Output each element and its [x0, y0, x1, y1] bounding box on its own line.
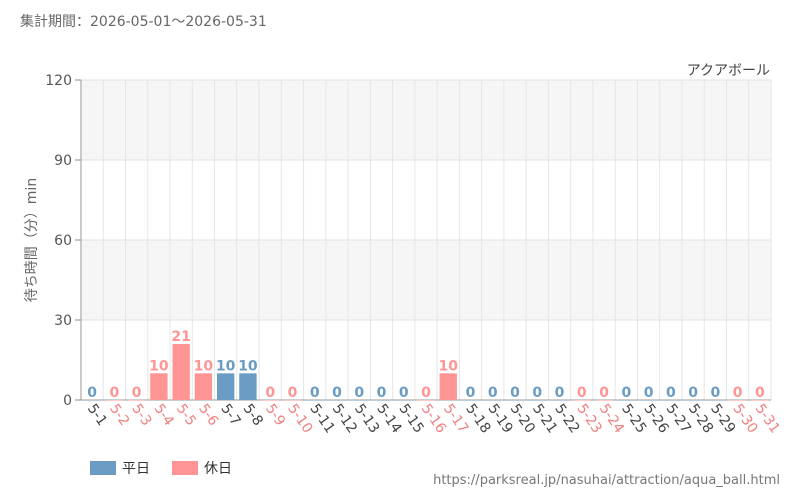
bar	[216, 373, 235, 400]
bar-value-label: 0	[354, 385, 364, 401]
bar	[328, 400, 346, 401]
x-tick-label: 5-3	[128, 401, 154, 429]
chart-title: アクアボール	[687, 63, 770, 79]
y-tick-label: 30	[54, 313, 72, 329]
x-tick-label: 5-8	[240, 401, 266, 429]
y-tick-label: 0	[63, 393, 72, 409]
bar	[283, 400, 302, 401]
bar-value-label: 10	[238, 358, 258, 374]
bar-value-label: 0	[132, 385, 142, 401]
bar	[751, 400, 769, 401]
bar-value-label: 10	[149, 358, 169, 374]
bar	[261, 400, 279, 401]
bar-value-label: 0	[532, 385, 542, 401]
bar	[595, 400, 613, 401]
y-axis-label: 待ち時間（分）min	[24, 178, 40, 302]
bar-value-label: 0	[510, 385, 520, 401]
bar	[127, 400, 146, 401]
bar	[372, 400, 391, 401]
bar-value-label: 0	[733, 385, 743, 401]
period-label: 集計期間：2026-05-01～2026-05-31	[20, 14, 267, 30]
bar	[484, 400, 502, 401]
source-url: https://parksreal.jp/nasuhai/attraction/…	[433, 473, 780, 488]
grid-band	[81, 240, 771, 320]
legend: 平日 休日	[90, 458, 254, 478]
bar	[528, 400, 546, 401]
legend-swatch-weekday	[90, 461, 116, 475]
bar-value-label: 21	[171, 329, 190, 345]
x-tick-label: 5-2	[106, 401, 132, 429]
legend-label-weekday: 平日	[122, 461, 150, 477]
bar-value-label: 0	[555, 385, 565, 401]
bar	[105, 400, 124, 401]
bar-value-label: 0	[710, 385, 720, 401]
bar-value-label: 0	[110, 385, 120, 401]
bar	[395, 400, 413, 401]
y-tick-label: 120	[45, 73, 72, 89]
bar	[172, 344, 190, 400]
bar	[684, 400, 702, 401]
bar	[706, 400, 725, 401]
x-tick-label: 5-1	[84, 401, 110, 429]
x-tick-label: 5-5	[173, 401, 199, 429]
bar	[350, 400, 368, 401]
bar-value-label: 0	[87, 385, 97, 401]
bar	[662, 400, 680, 401]
bar-value-label: 0	[621, 385, 631, 401]
bar-value-label: 10	[216, 358, 236, 374]
bar-value-label: 0	[577, 385, 587, 401]
bar	[417, 400, 435, 401]
x-tick-label: 5-31	[752, 401, 783, 436]
legend-swatch-holiday	[172, 461, 198, 475]
bar	[461, 400, 480, 401]
bar-value-label: 0	[666, 385, 676, 401]
bar	[83, 400, 101, 401]
bar-value-label: 0	[488, 385, 498, 401]
bar	[150, 373, 168, 400]
bar-value-label: 10	[194, 358, 214, 374]
bar-value-label: 0	[377, 385, 387, 401]
bar	[194, 373, 213, 400]
x-tick-label: 5-7	[217, 401, 243, 429]
legend-label-holiday: 休日	[204, 461, 232, 477]
y-tick-label: 90	[54, 153, 72, 169]
bar-value-label: 0	[310, 385, 320, 401]
x-tick-label: 5-6	[195, 401, 221, 429]
bar	[550, 400, 569, 401]
bar-value-label: 0	[466, 385, 476, 401]
bar-value-label: 0	[399, 385, 409, 401]
x-tick-label: 5-9	[262, 401, 288, 429]
bar	[306, 400, 324, 401]
bar-value-label: 0	[265, 385, 275, 401]
bar	[639, 400, 658, 401]
bar-value-label: 0	[688, 385, 698, 401]
bar-value-label: 0	[644, 385, 654, 401]
bar	[506, 400, 524, 401]
bar-value-label: 0	[288, 385, 298, 401]
bar	[573, 400, 591, 401]
x-tick-label: 5-4	[151, 401, 177, 429]
bar	[617, 400, 636, 401]
bar-value-label: 0	[755, 385, 765, 401]
bar-value-label: 0	[421, 385, 431, 401]
bar	[239, 373, 257, 400]
bar-value-label: 0	[332, 385, 342, 401]
y-tick-label: 60	[54, 233, 72, 249]
bar	[439, 373, 457, 400]
bar-value-label: 0	[599, 385, 609, 401]
grid-band	[81, 80, 771, 160]
legend-item-holiday: 休日	[172, 458, 232, 478]
bar	[728, 400, 747, 401]
bar-value-label: 10	[439, 358, 459, 374]
legend-item-weekday: 平日	[90, 458, 150, 478]
